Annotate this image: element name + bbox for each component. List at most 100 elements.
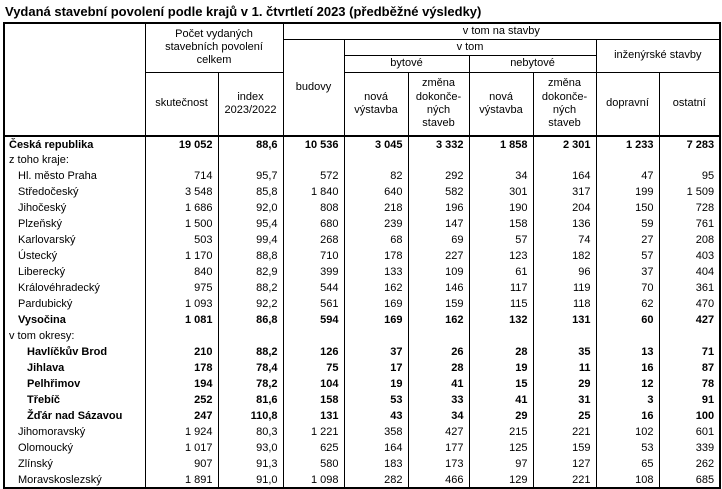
cell-value: 92,2: [217, 296, 284, 313]
cell-value: 640: [343, 184, 409, 201]
cell-value: 1 500: [144, 216, 219, 233]
table-row: Pelhřimov 194 78,2 104 19 41 15 29 12 78: [3, 376, 721, 393]
cell-value: 404: [658, 264, 721, 281]
cell-value: [217, 152, 284, 169]
cell-value: 162: [343, 280, 409, 297]
table-row: Plzeňský 1 500 95,4 680 239 147 158 136 59 761: [3, 216, 721, 233]
cell-value: 28: [468, 344, 534, 361]
cell-value: 29: [468, 408, 534, 425]
cell-value: 75: [282, 360, 345, 377]
cell-value: [343, 152, 409, 169]
cell-value: 728: [658, 200, 721, 217]
cell-value: 1 170: [144, 248, 219, 265]
cell-value: 680: [282, 216, 345, 233]
cell-value: 561: [282, 296, 345, 313]
header-v-tom-na-stavby: v tom na stavby: [282, 22, 721, 41]
cell-value: 91,0: [217, 472, 284, 489]
cell-value: 1 509: [658, 184, 721, 201]
cell-value: 158: [468, 216, 534, 233]
cell-value: 268: [282, 232, 345, 249]
cell-value: 59: [595, 216, 660, 233]
table-row: Ústecký 1 170 88,8 710 178 227 123 182 57 403: [3, 248, 721, 265]
cell-value: 91: [658, 392, 721, 409]
cell-value: 182: [532, 248, 597, 265]
cell-value: 714: [144, 168, 219, 185]
cell-value: 88,2: [217, 344, 284, 361]
row-label: Havlíčkův Brod: [3, 344, 146, 361]
table-body: Česká republika 19 052 88,6 10 536 3 045 3 33…: [3, 136, 721, 489]
cell-value: 131: [282, 408, 345, 425]
header-index: index 2023/2022: [217, 71, 284, 137]
cell-value: 78,2: [217, 376, 284, 393]
cell-value: 1 686: [144, 200, 219, 217]
cell-value: 1 093: [144, 296, 219, 313]
cell-value: 16: [595, 408, 660, 425]
cell-value: 131: [532, 312, 597, 329]
cell-value: [217, 328, 284, 345]
row-label: Středočeský: [3, 184, 146, 201]
cell-value: 169: [343, 312, 409, 329]
cell-value: 11: [532, 360, 597, 377]
cell-value: [658, 328, 721, 345]
cell-value: 117: [468, 280, 534, 297]
cell-value: 68: [343, 232, 409, 249]
cell-value: 975: [144, 280, 219, 297]
cell-value: 31: [532, 392, 597, 409]
cell-value: 239: [343, 216, 409, 233]
cell-value: 88,8: [217, 248, 284, 265]
cell-value: [282, 152, 345, 169]
cell-value: 34: [407, 408, 470, 425]
row-label: Ústecký: [3, 248, 146, 265]
cell-value: 74: [532, 232, 597, 249]
cell-value: 85,8: [217, 184, 284, 201]
header-zmena-dokoncenych-nebytove: změna dokonče- ných staveb: [532, 71, 597, 137]
cell-value: 1 098: [282, 472, 345, 489]
cell-value: 427: [407, 424, 470, 441]
cell-value: 178: [144, 360, 219, 377]
cell-value: [658, 152, 721, 169]
cell-value: 119: [532, 280, 597, 297]
cell-value: 710: [282, 248, 345, 265]
cell-value: 247: [144, 408, 219, 425]
cell-value: 35: [532, 344, 597, 361]
cell-value: 625: [282, 440, 345, 457]
cell-value: 3 045: [343, 136, 409, 153]
cell-value: 403: [658, 248, 721, 265]
cell-value: 47: [595, 168, 660, 185]
cell-value: 601: [658, 424, 721, 441]
cell-value: 358: [343, 424, 409, 441]
header-nova-vystavba-nebytove: nová výstavba: [468, 71, 534, 137]
cell-value: 907: [144, 456, 219, 473]
table-row: Olomoucký 1 017 93,0 625 164 177 125 159 53 339: [3, 440, 721, 457]
cell-value: 26: [407, 344, 470, 361]
cell-value: 82,9: [217, 264, 284, 281]
table-row: Jihlava 178 78,4 75 17 28 19 11 16 87: [3, 360, 721, 377]
row-label: Plzeňský: [3, 216, 146, 233]
cell-value: 808: [282, 200, 345, 217]
cell-value: 317: [532, 184, 597, 201]
row-label: Jihlava: [3, 360, 146, 377]
cell-value: 208: [658, 232, 721, 249]
cell-value: 190: [468, 200, 534, 217]
cell-value: [532, 328, 597, 345]
cell-value: 227: [407, 248, 470, 265]
cell-value: 102: [595, 424, 660, 441]
cell-value: 126: [282, 344, 345, 361]
table-row: z toho kraje:: [3, 152, 721, 169]
cell-value: 685: [658, 472, 721, 489]
table-row: Liberecký 840 82,9 399 133 109 61 96 37 404: [3, 264, 721, 281]
cell-value: 97: [468, 456, 534, 473]
table-row: Hl. město Praha 714 95,7 572 82 292 34 164 47 95: [3, 168, 721, 185]
cell-value: 37: [595, 264, 660, 281]
cell-value: 110,8: [217, 408, 284, 425]
table-row: Pardubický 1 093 92,2 561 169 159 115 118 62 470: [3, 296, 721, 313]
cell-value: 1 924: [144, 424, 219, 441]
header-v-tom: v tom: [343, 39, 597, 57]
cell-value: 162: [407, 312, 470, 329]
row-label: v tom okresy:: [3, 328, 146, 345]
cell-value: [343, 328, 409, 345]
cell-value: 399: [282, 264, 345, 281]
row-label: z toho kraje:: [3, 152, 146, 169]
cell-value: 123: [468, 248, 534, 265]
row-label: Karlovarský: [3, 232, 146, 249]
